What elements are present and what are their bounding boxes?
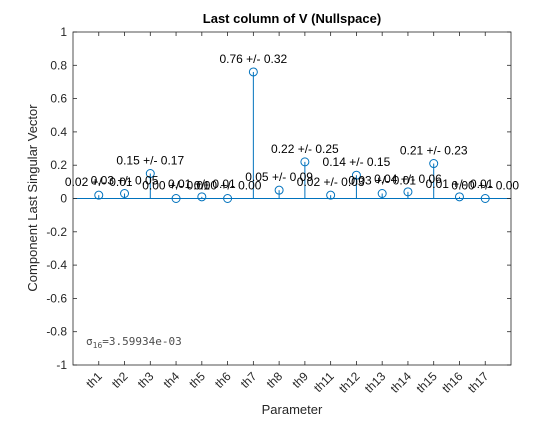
data-label: 0.01 +/- 0.01 (426, 177, 494, 191)
y-axis-title: Component Last Singular Vector (25, 104, 40, 292)
x-tick-label: th3 (135, 369, 157, 391)
y-tick-label: -0.4 (46, 258, 67, 272)
sigma-symbol: σ (86, 335, 93, 348)
data-label: 0.00 +/- 0.00 (451, 179, 519, 193)
stem-marker (223, 194, 233, 203)
y-tick-label: -0.6 (46, 291, 67, 305)
stem-marker (274, 185, 284, 195)
y-tick-label: 1 (60, 25, 67, 39)
y-tick-label: 0.2 (50, 158, 67, 172)
y-tick-label: 0.6 (50, 92, 67, 106)
data-label: 0.00 +/- 0.00 (194, 179, 262, 193)
y-tick-label: 0 (60, 192, 67, 206)
stem-marker (145, 169, 155, 179)
stem-marker (377, 189, 387, 199)
x-tick-label: th1 (83, 369, 105, 391)
y-tick-label: 0.8 (50, 58, 67, 72)
y-tick-label: -0.2 (46, 225, 67, 239)
sigma-annotation: σ16=3.59934e-03 (86, 335, 182, 350)
data-label: 0.05 +/- 0.09 (245, 170, 313, 184)
stem-marker (429, 159, 439, 169)
x-tick-label: th11 (311, 369, 337, 395)
data-label: 0.02 +/- 0.03 (297, 175, 365, 189)
stem-marker (403, 187, 413, 197)
data-label: 0.00 +/- 0.01 (142, 179, 210, 193)
x-tick-label: th14 (388, 369, 415, 396)
stem-marker (351, 170, 361, 180)
x-tick-label: th7 (238, 369, 260, 391)
data-label: 0.02 +/- 0.01 (65, 175, 133, 189)
data-label: 0.03 +/- 0.01 (348, 174, 416, 188)
x-tick-label: th17 (465, 369, 492, 396)
stem-marker (94, 190, 104, 200)
stem-marker (171, 194, 181, 203)
chart-title: Last column of V (Nullspace) (203, 11, 381, 26)
x-tick-label: th2 (109, 369, 131, 391)
data-label-group: 0.02 +/- 0.010.03 +/- 0.05 0.15 +/- 0.17 0… (65, 52, 520, 193)
x-tick-label: th16 (439, 369, 466, 396)
data-label: 0.76 +/- 0.32 (219, 52, 287, 66)
stem-marker (248, 67, 258, 77)
x-tick-label: th13 (362, 369, 389, 396)
x-tick-label: th4 (160, 369, 182, 391)
y-tick-label: 0.4 (50, 125, 67, 139)
x-tick-label: th8 (264, 369, 286, 391)
data-label: 0.03 +/- 0.05 (91, 174, 159, 188)
sigma-subscript: 16 (93, 341, 103, 350)
y-tick-label: -1 (56, 358, 67, 372)
stem-marker (120, 189, 130, 199)
x-tick-label: th12 (336, 369, 363, 396)
stem-marker (300, 157, 310, 167)
data-label: 0.21 +/- 0.23 (400, 144, 468, 158)
data-label: 0.01 +/- 0.01 (168, 177, 236, 191)
stem-marker (326, 190, 336, 200)
stem-marker (480, 194, 490, 203)
data-label: 0.04 +/- 0.06 (374, 172, 442, 186)
sigma-value: =3.59934e-03 (102, 335, 181, 348)
x-tick-label: th5 (186, 369, 208, 391)
data-label: 0.15 +/- 0.17 (116, 154, 184, 168)
x-tick-label: th9 (289, 369, 311, 391)
data-label: 0.14 +/- 0.15 (323, 155, 391, 169)
x-tick-label: th15 (413, 369, 440, 396)
stem-marker (197, 192, 207, 202)
stem-group (73, 67, 511, 203)
y-tick-label: -0.8 (46, 325, 67, 339)
stem-marker (454, 192, 464, 202)
x-tick-label: th6 (212, 369, 234, 391)
data-label: 0.22 +/- 0.25 (271, 142, 339, 156)
x-axis-title: Parameter (262, 402, 323, 417)
